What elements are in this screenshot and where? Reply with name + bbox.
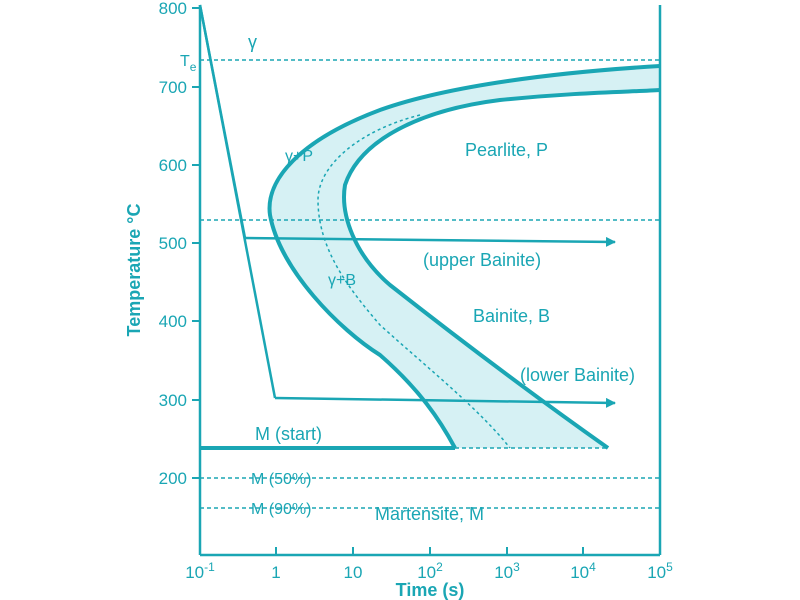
x-tick-label-4: 103 (494, 560, 520, 582)
m50-label: M (50%) (251, 471, 311, 488)
y-tick-marks (192, 7, 200, 479)
gamma-b-label: γ+B (328, 272, 356, 289)
x-tick-label-1: 1 (271, 563, 280, 582)
te-label: Te (180, 53, 197, 74)
y-tick-label-300: 300 (159, 391, 187, 410)
x-axis-title: Time (s) (396, 580, 465, 600)
m-start-label: M (start) (255, 424, 322, 444)
transformation-finish-curve (342, 88, 661, 450)
x-tick-label-5: 104 (570, 560, 596, 582)
cooling-path-lower-diagonal (198, 4, 277, 399)
y-axis-title: Temperature °C (124, 204, 144, 337)
y-tick-label-400: 400 (159, 312, 187, 331)
cooling-path-lower-arrow (274, 396, 616, 408)
cooling-path-upper-arrow (244, 236, 616, 247)
x-tick-marks (199, 547, 661, 555)
y-tick-label-700: 700 (159, 78, 187, 97)
transformation-50pct-curve (317, 114, 511, 449)
x-tick-label-2: 10 (344, 563, 363, 582)
y-tick-label-800: 800 (159, 0, 187, 18)
gamma-p-label: γ+P (285, 148, 313, 165)
y-tick-label-200: 200 (159, 469, 187, 488)
x-tick-label-6: 105 (647, 560, 673, 582)
x-tick-label-0: 10-1 (185, 560, 215, 582)
gamma-label: γ (248, 32, 257, 52)
pearlite-label: Pearlite, P (465, 140, 548, 160)
bainite-label: Bainite, B (473, 306, 550, 326)
y-tick-label-600: 600 (159, 156, 187, 175)
m90-label: M (90%) (251, 501, 311, 518)
y-tick-label-500: 500 (159, 234, 187, 253)
lower-bainite-label: (lower Bainite) (520, 365, 635, 385)
x-tick-label-3: 102 (417, 560, 443, 582)
transformation-start-curve (267, 64, 661, 449)
transformation-band (269, 66, 660, 448)
upper-bainite-label: (upper Bainite) (423, 250, 541, 270)
martensite-label: Martensite, M (375, 504, 484, 524)
